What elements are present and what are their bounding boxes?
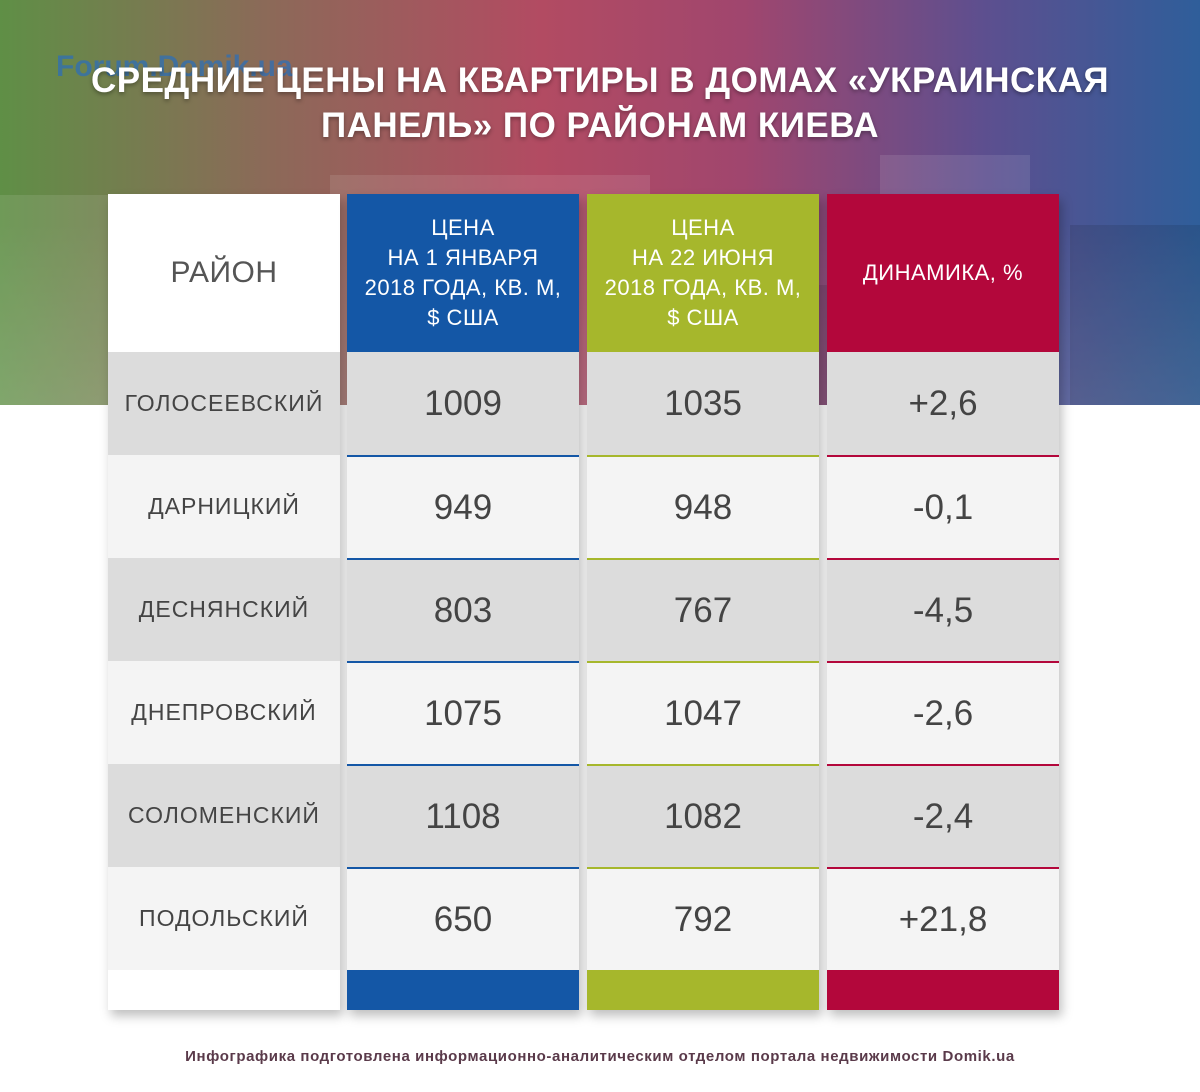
footer-credit: Инфографика подготовлена информационно-а… <box>185 1048 1015 1065</box>
header-line: 2018 ГОДА, КВ. М, <box>604 275 802 300</box>
page-title: СРЕДНИЕ ЦЕНЫ НА КВАРТИРЫ В ДОМАХ «УКРАИН… <box>60 58 1140 148</box>
header-price-january: ЦЕНА НА 1 ЯНВАРЯ 2018 ГОДА, КВ. М, $ США <box>347 194 579 352</box>
district-cell: ГОЛОСЕЕВСКИЙ <box>108 352 340 455</box>
header-dynamics: ДИНАМИКА, % <box>827 194 1059 352</box>
header-district: РАЙОН <box>108 194 340 352</box>
price-january-cell: 650 <box>347 867 579 970</box>
dynamics-cell: -0,1 <box>827 455 1059 558</box>
title-line: СРЕДНИЕ ЦЕНЫ НА КВАРТИРЫ В ДОМАХ «УКРАИН… <box>90 61 1110 100</box>
column-district: РАЙОН ГОЛОСЕЕВСКИЙ ДАРНИЦКИЙ ДЕСНЯНСКИЙ … <box>108 194 340 1010</box>
column-price-june: ЦЕНА НА 22 ИЮНЯ 2018 ГОДА, КВ. М, $ США … <box>587 194 819 1010</box>
header-line: НА 22 ИЮНЯ <box>631 245 775 270</box>
column-footer <box>108 970 340 1010</box>
header-line: $ США <box>667 305 739 330</box>
price-january-cell: 1108 <box>347 764 579 867</box>
district-cell: ДАРНИЦКИЙ <box>108 455 340 558</box>
price-june-cell: 792 <box>587 867 819 970</box>
price-january-cell: 1075 <box>347 661 579 764</box>
district-cell: ДНЕПРОВСКИЙ <box>108 661 340 764</box>
dynamics-cell: -2,6 <box>827 661 1059 764</box>
header-line: ДИНАМИКА, % <box>862 260 1024 285</box>
district-cell: СОЛОМЕНСКИЙ <box>108 764 340 867</box>
district-cell: ПОДОЛЬСКИЙ <box>108 867 340 970</box>
price-june-cell: 948 <box>587 455 819 558</box>
price-january-cell: 949 <box>347 455 579 558</box>
price-january-cell: 1009 <box>347 352 579 455</box>
skyline-building <box>1070 225 1200 405</box>
title-line: ПАНЕЛЬ» ПО РАЙОНАМ КИЕВА <box>320 106 880 145</box>
column-price-january: ЦЕНА НА 1 ЯНВАРЯ 2018 ГОДА, КВ. М, $ США… <box>347 194 579 1010</box>
column-footer <box>587 970 819 1010</box>
column-footer <box>347 970 579 1010</box>
dynamics-cell: +2,6 <box>827 352 1059 455</box>
dynamics-cell: +21,8 <box>827 867 1059 970</box>
skyline-building <box>0 195 120 405</box>
price-june-cell: 1082 <box>587 764 819 867</box>
header-line: НА 1 ЯНВАРЯ <box>387 245 539 270</box>
column-dynamics: ДИНАМИКА, % +2,6 -0,1 -4,5 -2,6 -2,4 +21… <box>827 194 1059 1010</box>
price-june-cell: 767 <box>587 558 819 661</box>
price-june-cell: 1035 <box>587 352 819 455</box>
header-line: 2018 ГОДА, КВ. М, <box>364 275 562 300</box>
header-price-june: ЦЕНА НА 22 ИЮНЯ 2018 ГОДА, КВ. М, $ США <box>587 194 819 352</box>
district-cell: ДЕСНЯНСКИЙ <box>108 558 340 661</box>
column-footer <box>827 970 1059 1010</box>
dynamics-cell: -4,5 <box>827 558 1059 661</box>
header-line: ЦЕНА <box>431 215 495 240</box>
header-line: ЦЕНА <box>671 215 735 240</box>
dynamics-cell: -2,4 <box>827 764 1059 867</box>
price-january-cell: 803 <box>347 558 579 661</box>
header-line: $ США <box>427 305 499 330</box>
watermark: Forum.Domik.ua <box>56 50 293 83</box>
price-june-cell: 1047 <box>587 661 819 764</box>
header-line: РАЙОН <box>170 256 278 289</box>
